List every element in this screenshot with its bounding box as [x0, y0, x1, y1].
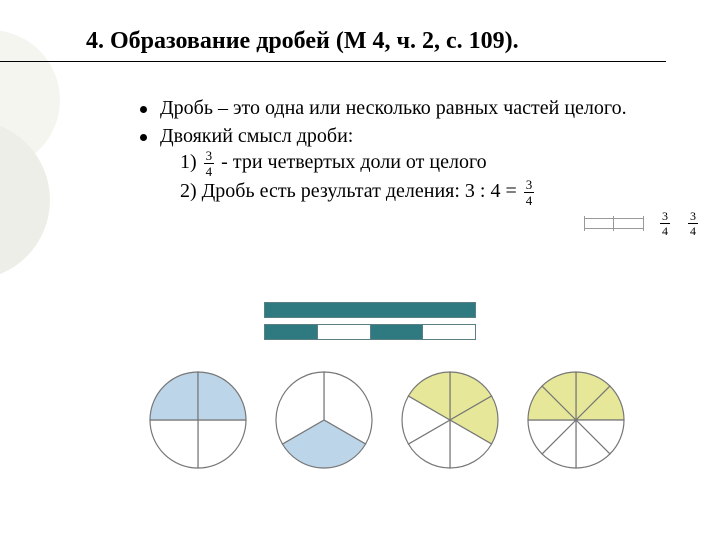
page-title: 4. Образование дробей (М 4, ч. 2, с. 109…	[0, 0, 666, 62]
fraction-circle	[274, 370, 374, 470]
fraction-circle	[148, 370, 248, 470]
fraction-numerator: 3	[660, 210, 670, 224]
slide-content: 4. Образование дробей (М 4, ч. 2, с. 109…	[0, 0, 720, 207]
fraction-numerator: 3	[204, 149, 215, 164]
list-text: Двоякий смысл дроби:	[160, 125, 353, 147]
list-item: Двоякий смысл дроби: 1) 34 - три четверт…	[140, 124, 650, 208]
fraction-circle	[400, 370, 500, 470]
sub-line-1: 1) 34 - три четвертых доли от целого	[160, 149, 650, 178]
fraction-3-4: 34	[660, 210, 670, 237]
bar-full	[264, 302, 476, 318]
fraction-numerator: 3	[524, 178, 535, 193]
sub-suffix: - три четвертых доли от целого	[216, 151, 486, 173]
fraction-bars	[264, 302, 476, 346]
side-strip: 34 34	[584, 210, 700, 237]
fraction-denominator: 4	[660, 224, 670, 237]
fraction-denominator: 4	[524, 193, 535, 207]
sub-prefix: 2) Дробь есть результат деления: 3 : 4 =	[180, 180, 522, 202]
tiny-number-line	[584, 218, 644, 229]
fraction-circles-row	[148, 370, 626, 470]
fraction-circle	[526, 370, 626, 470]
fraction-numerator: 3	[688, 210, 698, 224]
bar-quarters	[264, 324, 476, 340]
fraction-denominator: 4	[204, 164, 215, 178]
sub-line-2: 2) Дробь есть результат деления: 3 : 4 =…	[160, 178, 650, 207]
sub-prefix: 1)	[180, 151, 202, 173]
fraction-3-4: 34	[688, 210, 698, 237]
fraction-3-4: 34	[524, 178, 535, 207]
fraction-denominator: 4	[688, 224, 698, 237]
list-item: Дробь – это одна или несколько равных ча…	[140, 96, 650, 122]
fraction-3-4: 34	[204, 149, 215, 178]
bullet-list: Дробь – это одна или несколько равных ча…	[140, 96, 650, 207]
